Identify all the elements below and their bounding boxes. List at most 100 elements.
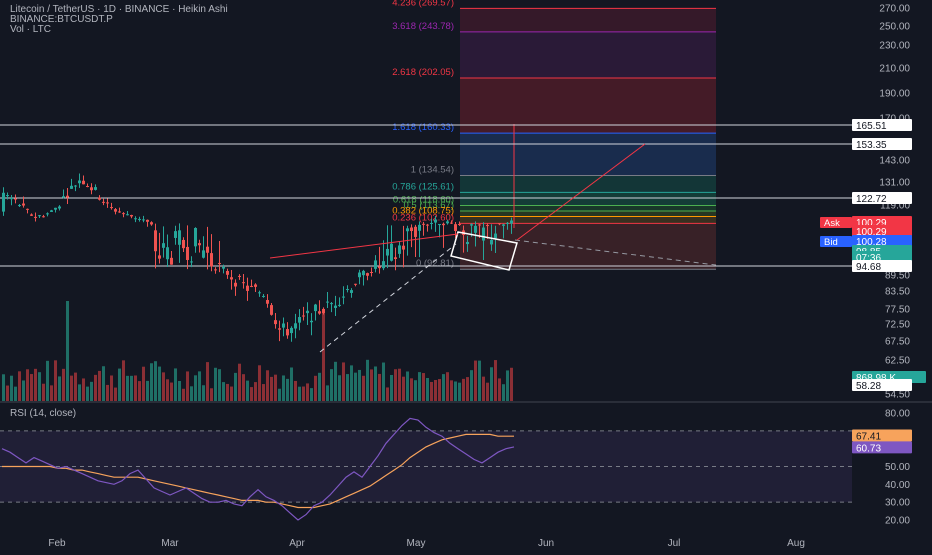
- fib-zone: [460, 216, 716, 224]
- resistance-trendline: [269, 233, 459, 259]
- candle-body: [350, 290, 353, 293]
- price-label-bg: [852, 192, 912, 204]
- candle-body: [174, 231, 177, 238]
- candle-body: [374, 260, 377, 269]
- candle-body: [246, 285, 249, 291]
- volume-bar: [282, 375, 285, 401]
- volume-bar: [498, 378, 501, 401]
- candle-body: [138, 218, 141, 220]
- candle-body: [362, 270, 365, 276]
- volume-bar: [10, 375, 13, 401]
- candle-body: [486, 225, 489, 227]
- rsi-axis-tick: 50.00: [885, 462, 910, 473]
- pattern-box: [450, 231, 518, 271]
- volume-bar: [166, 379, 169, 401]
- time-axis-label: Aug: [787, 538, 805, 549]
- volume-bar: [110, 375, 113, 401]
- price-label-bg: [852, 235, 912, 247]
- fib-level-label: 0.618 (118.60): [393, 194, 454, 205]
- fib-level-label: 0.382 (108.75): [392, 206, 454, 217]
- volume-bar: [322, 311, 325, 401]
- candle-body: [242, 282, 245, 284]
- candle-body: [390, 243, 393, 261]
- candle-body: [370, 272, 373, 274]
- candle-body: [470, 224, 473, 226]
- candle-body: [490, 239, 493, 245]
- rsi-ma-label: 67.41: [856, 431, 881, 442]
- candle-body: [458, 223, 461, 225]
- candle-body: [298, 317, 301, 323]
- volume-bar: [474, 360, 477, 401]
- volume-bar: [506, 370, 509, 401]
- candle-body: [158, 255, 161, 259]
- rsi-title: RSI (14, close): [10, 408, 77, 419]
- candle-body: [366, 273, 369, 276]
- volume-bar: [462, 378, 465, 401]
- candle-body: [46, 213, 49, 215]
- candle-body: [510, 220, 513, 224]
- volume-bar: [406, 371, 409, 401]
- volume-bar: [206, 362, 209, 401]
- candle-body: [314, 304, 317, 312]
- volume-bar: [358, 369, 361, 401]
- fib-level-label: 3.618 (243.78): [392, 21, 454, 32]
- volume-bar: [98, 370, 101, 401]
- volume-bar: [126, 375, 129, 401]
- volume-bar: [22, 380, 25, 401]
- volume-bar: [6, 385, 9, 401]
- fib-zone: [460, 175, 716, 193]
- candle-body: [6, 195, 9, 197]
- candle-body: [42, 216, 45, 218]
- fib-zone: [460, 192, 716, 206]
- volume-bar: [342, 362, 345, 401]
- volume-bar: [218, 369, 221, 401]
- volume-bar: [222, 382, 225, 401]
- volume-bar: [402, 376, 405, 401]
- volume-bar: [186, 371, 189, 401]
- volume-bar: [366, 359, 369, 401]
- candle-body: [106, 202, 109, 204]
- candle-body: [442, 223, 445, 226]
- candle-body: [274, 320, 277, 325]
- volume-bar: [254, 382, 257, 401]
- rsi-axis-tick: 80.00: [885, 409, 910, 420]
- time-axis-label: Jun: [538, 538, 554, 549]
- volume-bar: [338, 375, 341, 401]
- volume-bar: [234, 372, 237, 401]
- volume-bar: [226, 383, 229, 401]
- volume-bar: [318, 372, 321, 401]
- candle-body: [34, 216, 37, 218]
- price-axis-tick: 119.00: [880, 201, 910, 212]
- candle-body: [50, 210, 53, 212]
- fib-zone: [460, 31, 716, 78]
- candle-body: [290, 327, 293, 334]
- volume-bar: [290, 367, 293, 401]
- candle-body: [126, 214, 129, 216]
- volume-bar: [238, 363, 241, 401]
- candle-body: [238, 275, 241, 277]
- volume-bar: [78, 384, 81, 401]
- candle-body: [418, 224, 421, 231]
- price-label: 153.35: [856, 140, 887, 151]
- volume-bar: [170, 382, 173, 401]
- rsi-ma-label-bg: [852, 429, 912, 442]
- volume-bar: [14, 386, 17, 401]
- candle-body: [410, 227, 413, 232]
- volume-bar: [214, 367, 217, 401]
- dashed-trendline: [319, 243, 457, 353]
- candle-body: [334, 305, 337, 308]
- volume-bar: [378, 373, 381, 401]
- candle-body: [130, 215, 133, 217]
- volume-bar: [390, 374, 393, 401]
- candle-body: [286, 329, 289, 336]
- candle-body: [102, 201, 105, 203]
- candle-body: [394, 257, 397, 260]
- volume-bar: [46, 360, 49, 401]
- candle-body: [358, 272, 361, 278]
- candle-body: [234, 282, 237, 287]
- fib-level-label: 4.236 (269.57): [392, 0, 454, 8]
- volume-bar: [494, 360, 497, 401]
- chart-title: Litecoin / TetherUS · 1D · BINANCE · Hei…: [10, 4, 228, 15]
- volume-bar: [158, 366, 161, 401]
